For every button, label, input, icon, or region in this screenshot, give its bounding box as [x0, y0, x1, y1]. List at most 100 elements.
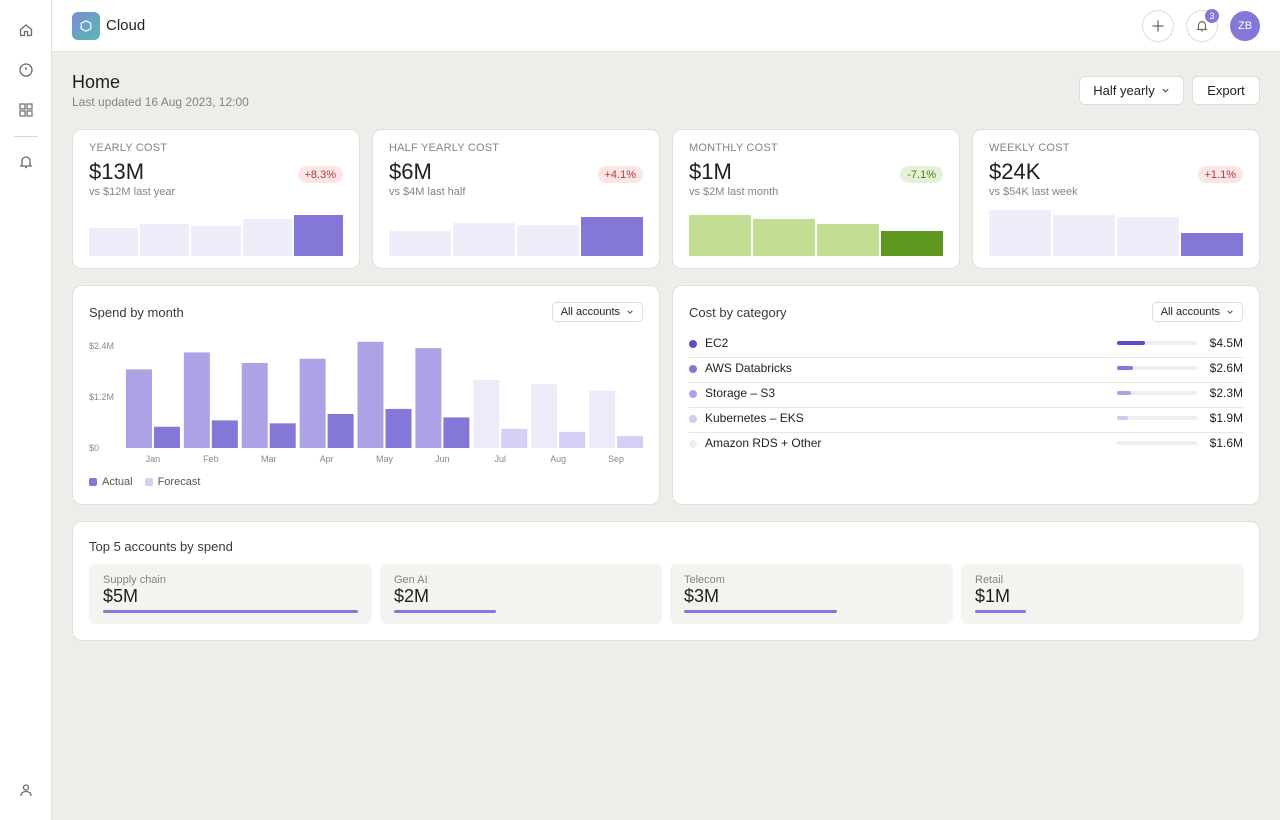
sparkline-bar — [89, 228, 139, 256]
category-share-fill — [1117, 341, 1145, 345]
kpi-change-badge: -7.1% — [900, 166, 943, 183]
notification-count-badge: 3 — [1205, 9, 1219, 23]
add-button[interactable] — [1142, 10, 1174, 42]
chart-bar — [183, 352, 210, 448]
category-row[interactable]: AWS Databricks $2.6M — [689, 358, 1243, 383]
top-accounts-card: Top 5 accounts by spend Supply chain $5M… — [72, 521, 1260, 641]
bell-icon — [1196, 21, 1208, 32]
chart-bar — [241, 363, 268, 448]
category-dot — [689, 390, 697, 398]
category-row[interactable]: Storage – S3 $2.3M — [689, 383, 1243, 408]
kpi-value: $6M — [389, 159, 432, 184]
account-tile[interactable]: Telecom $3M — [670, 564, 953, 624]
account-tile[interactable]: Supply chain $5M — [89, 564, 372, 624]
chart-bar — [153, 426, 180, 448]
kpi-card-weekly[interactable]: WEEKLY COST $24K +1.1% vs $54K last week — [972, 129, 1260, 269]
kpi-sparkline — [989, 206, 1243, 256]
compass-icon[interactable] — [14, 58, 38, 82]
spend-by-month-chart: $2.4M $1.2M $0 Jan Feb Mar Apr May Jun Jul Aug Sep — [89, 341, 644, 464]
sparkline-bar — [389, 230, 451, 256]
chart-bar — [443, 417, 470, 448]
x-tick-label: Mar — [261, 454, 277, 464]
account-tile[interactable]: Retail $1M — [961, 564, 1244, 624]
grid-icon[interactable] — [14, 98, 38, 122]
category-account-filter[interactable]: All accounts — [1151, 302, 1243, 322]
account-name: Gen AI — [394, 574, 428, 586]
sparkline-bar — [989, 210, 1051, 256]
account-name: Telecom — [684, 574, 725, 586]
app-title: Cloud — [106, 17, 146, 34]
notifications-button[interactable] — [1186, 10, 1218, 42]
sparkline-bar — [689, 214, 751, 256]
sparkline-bar — [753, 219, 815, 256]
category-name: EC2 — [705, 336, 729, 350]
account-tile[interactable]: Gen AI $2M — [380, 564, 662, 624]
export-button[interactable]: Export — [1192, 76, 1260, 105]
chart-legend: Actual Forecast — [89, 476, 200, 488]
sparkline-bar — [581, 216, 643, 256]
category-share-fill — [1117, 441, 1127, 445]
category-row[interactable]: EC2 $4.5M — [689, 333, 1243, 358]
kpi-card-yearly[interactable]: YEARLY COST $13M +8.3% vs $12M last year — [72, 129, 360, 269]
period-select-label: Half yearly — [1093, 83, 1155, 98]
account-spend-bar — [684, 610, 837, 613]
sparkline-bar — [453, 222, 515, 256]
category-dot — [689, 340, 697, 348]
chevron-down-icon — [1227, 310, 1233, 314]
legend-item-forecast: Forecast — [144, 476, 201, 488]
kpi-label: HALF YEARLY COST — [389, 142, 500, 154]
chart-bar — [501, 428, 528, 448]
kpi-label: MONTHLY COST — [689, 142, 778, 154]
sparkline-bar — [1117, 216, 1179, 256]
kpi-change-badge: +4.1% — [597, 166, 643, 183]
x-tick-label: Aug — [550, 454, 566, 464]
legend-item-actual: Actual — [89, 476, 133, 488]
spend-by-month-card: Spend by month All accounts $2.4M $1.2M $0… — [72, 285, 660, 505]
y-tick-label: $1.2M — [89, 392, 114, 402]
user-avatar[interactable]: ZB — [1230, 11, 1260, 41]
x-tick-label: Jan — [146, 454, 161, 464]
left-rail — [0, 0, 52, 820]
app-logo[interactable] — [72, 12, 100, 40]
account-spend-bar — [103, 610, 358, 613]
category-share-track — [1117, 341, 1197, 345]
sparkline-bar — [1181, 233, 1243, 256]
sparkline-bar — [881, 230, 943, 256]
kpi-card-monthly[interactable]: MONTHLY COST $1M -7.1% vs $2M last month — [672, 129, 960, 269]
chart-bar — [211, 420, 238, 448]
category-value: $2.6M — [1209, 361, 1243, 375]
kpi-sparkline — [389, 206, 643, 256]
account-name: Retail — [975, 574, 1004, 586]
legend-label-forecast: Forecast — [157, 476, 201, 488]
page-title: Home — [72, 72, 121, 92]
period-select[interactable]: Half yearly — [1079, 76, 1184, 105]
user-icon[interactable] — [14, 778, 38, 802]
sparkline-bar — [191, 226, 241, 256]
cost-by-category-card: Cost by category All accounts EC2 $4.5M … — [672, 285, 1260, 505]
top-header: Cloud 3 ZB — [52, 0, 1280, 52]
y-tick-label: $0 — [89, 443, 99, 453]
category-dot — [689, 415, 697, 423]
kpi-compare-text: vs $2M last month — [689, 186, 779, 198]
chart-bar — [327, 414, 354, 448]
account-spend: $3M — [684, 586, 720, 606]
chart-bar — [589, 390, 616, 448]
kpi-compare-text: vs $4M last half — [389, 186, 466, 198]
category-row[interactable]: Amazon RDS + Other $1.6M — [689, 433, 1243, 458]
kpi-value: $13M — [89, 159, 145, 184]
account-spend-bar — [394, 610, 496, 613]
legend-swatch-actual — [89, 478, 97, 486]
kpi-card-half-yearly[interactable]: HALF YEARLY COST $6M +4.1% vs $4M last h… — [372, 129, 660, 269]
kpi-label: WEEKLY COST — [989, 142, 1070, 154]
x-tick-label: Sep — [608, 454, 624, 464]
category-name: Kubernetes – EKS — [705, 411, 804, 425]
sparkline-bar — [140, 223, 190, 256]
bell-icon[interactable] — [14, 150, 38, 174]
category-row[interactable]: Kubernetes – EKS $1.9M — [689, 408, 1243, 433]
account-spend-bar — [975, 610, 1026, 613]
home-icon[interactable] — [14, 18, 38, 42]
category-share-track — [1117, 391, 1197, 395]
category-share-track — [1117, 366, 1197, 370]
spend-account-filter[interactable]: All accounts — [551, 302, 643, 322]
sparkline-bar — [293, 214, 343, 256]
